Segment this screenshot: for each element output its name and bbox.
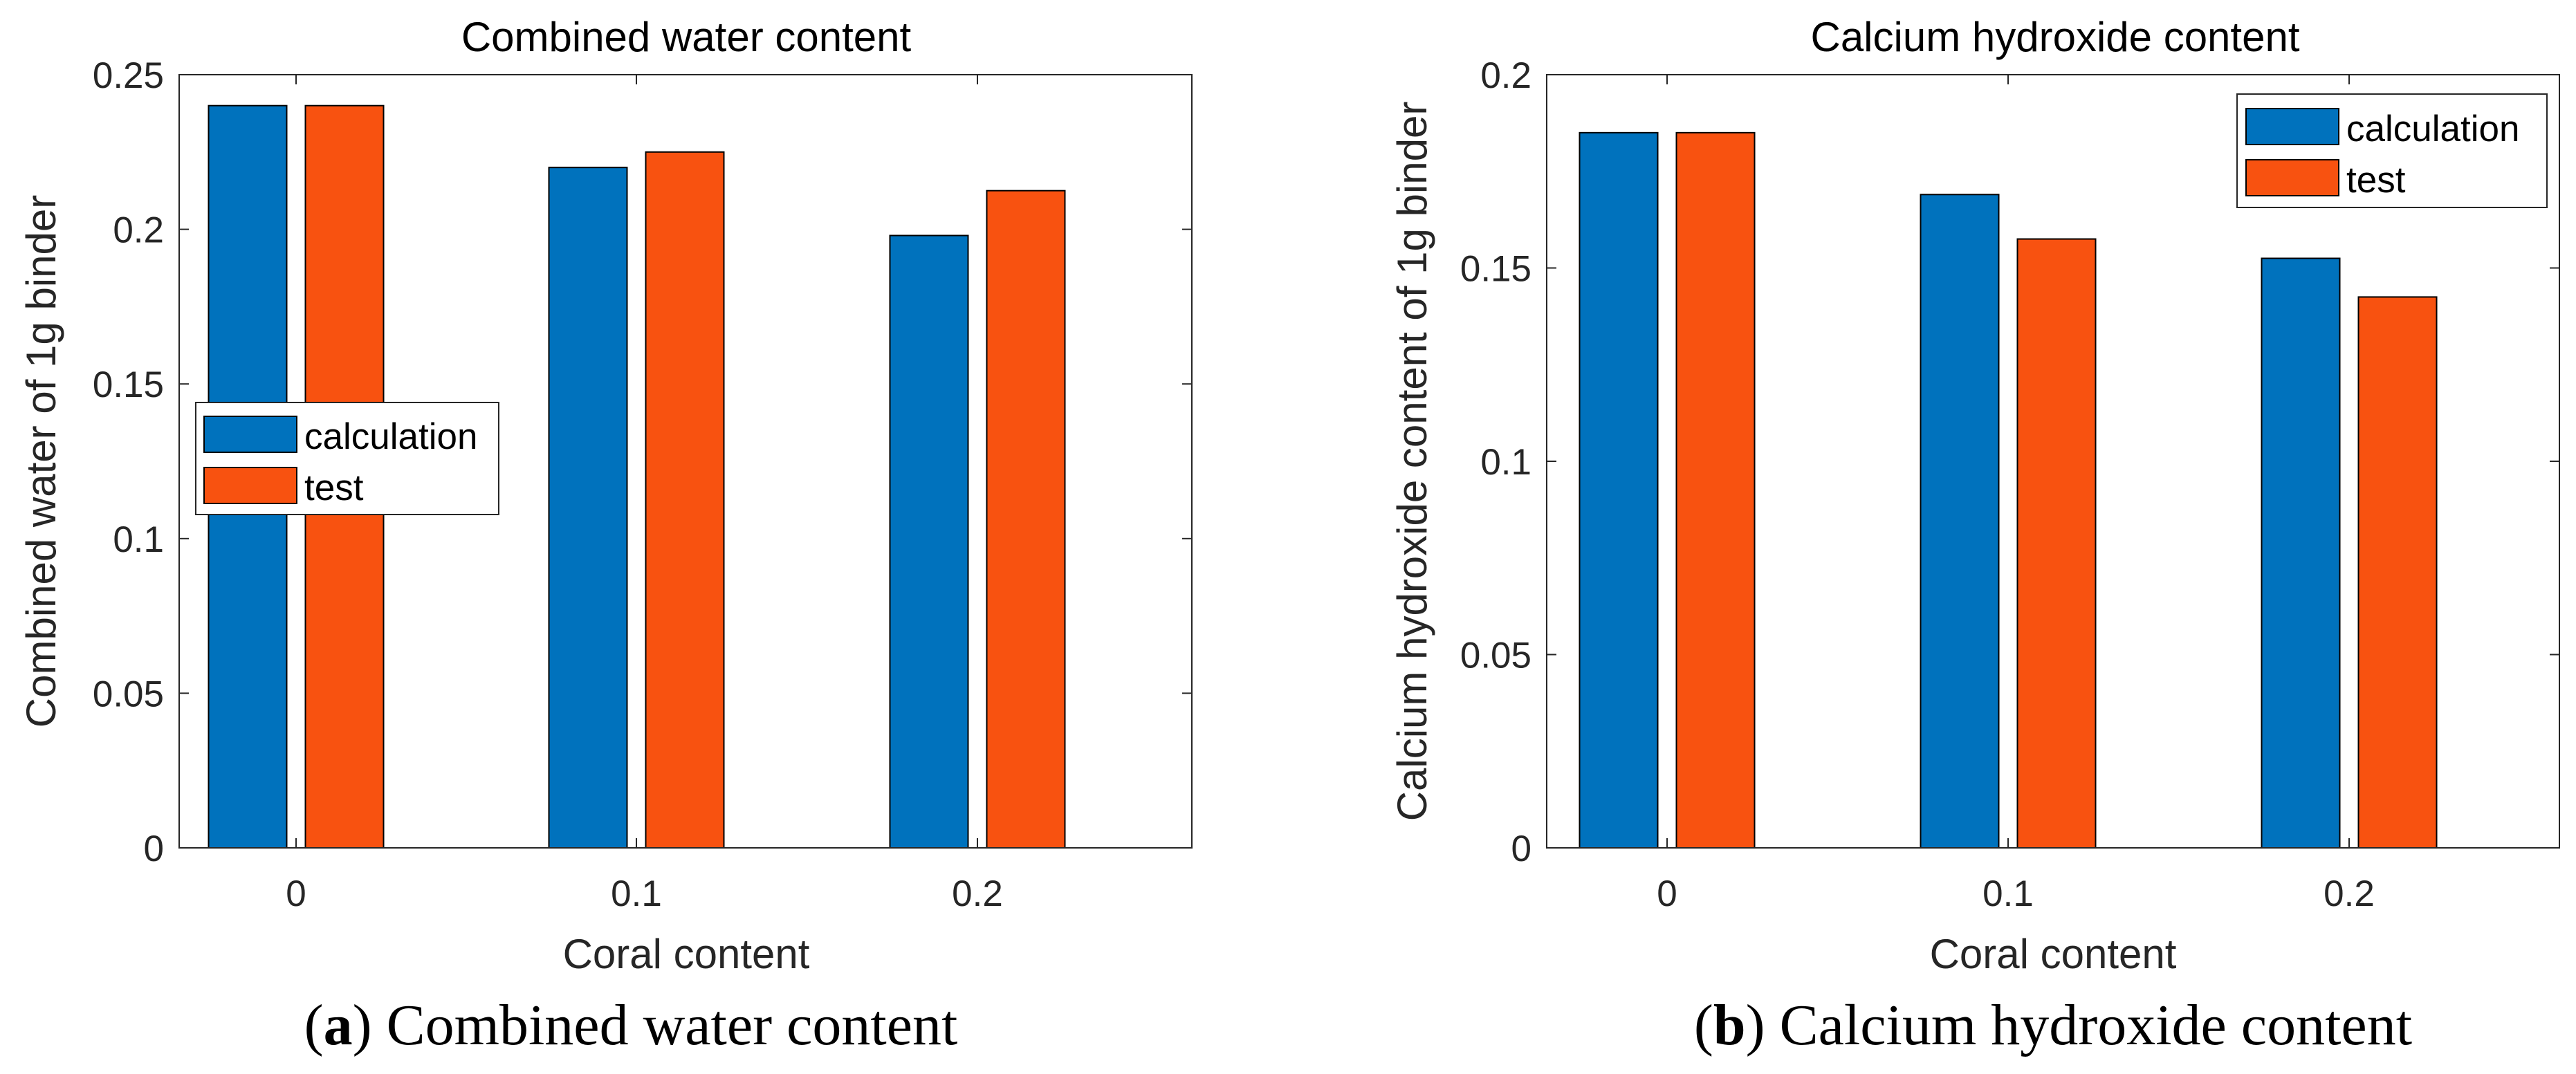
- y-tick-label: 0.1: [1480, 442, 1531, 483]
- x-tick-label: 0.1: [1982, 873, 2034, 914]
- legend-swatch-test: [2245, 159, 2339, 196]
- chart-a-legend: calculation test: [195, 402, 499, 515]
- bar-test-0.2: [2357, 296, 2438, 849]
- chart-a-ticks: 0 0.05 0.1 0.15 0.2 0.25 0 0.1 0.2: [93, 55, 1192, 914]
- chart-b-xlabel: Coral content: [1930, 931, 2177, 977]
- bar-test-0.1: [2016, 238, 2097, 849]
- y-tick-label: 0.15: [93, 364, 164, 405]
- chart-a-ylabel: Combined water of 1g binder: [18, 195, 64, 728]
- y-tick-label: 0.2: [1480, 55, 1531, 96]
- x-tick-label: 0.2: [2324, 873, 2375, 914]
- chart-b-ylabel: Calcium hydroxide content of 1g binder: [1389, 102, 1435, 822]
- bar-test-0.2: [986, 189, 1066, 849]
- chart-b-caption: (b) Calcium hydroxide content: [1694, 993, 2412, 1057]
- chart-b-bars: [1579, 131, 2438, 849]
- chart-b-ticks: 0 0.05 0.1 0.15 0.2 0 0.1 0.2: [1460, 55, 2559, 914]
- chart-b-legend: calculation test: [2236, 93, 2548, 208]
- x-tick-label: 0: [1657, 873, 1677, 914]
- legend-label-test: test: [304, 467, 364, 508]
- x-tick-label: 0.1: [611, 873, 662, 914]
- bar-calculation-0: [1579, 131, 1659, 849]
- bar-calculation-0.2: [2261, 257, 2341, 849]
- y-tick-label: 0.05: [1460, 636, 1531, 676]
- chart-a-title: Combined water content: [461, 14, 912, 60]
- chart-a-caption: (a) Combined water content: [304, 993, 958, 1057]
- x-tick-label: 0.2: [952, 873, 1003, 914]
- legend-label-calculation: calculation: [304, 416, 477, 457]
- bar-calculation-0.1: [548, 167, 628, 849]
- legend-swatch-calculation: [2245, 108, 2339, 145]
- x-tick-label: 0: [286, 873, 306, 914]
- y-tick-label: 0.25: [93, 55, 164, 96]
- legend-swatch-test: [203, 467, 297, 504]
- bar-calculation-0.1: [1920, 194, 2000, 849]
- y-tick-label: 0.05: [93, 674, 164, 714]
- chart-b-title: Calcium hydroxide content: [1810, 14, 2299, 60]
- y-tick-label: 0: [144, 828, 164, 869]
- chart-a-axes: [178, 74, 1193, 849]
- chart-a: Combined water content 0 0.05 0.1 0.15 0.2 0.…: [18, 14, 1193, 1057]
- y-tick-label: 0.2: [113, 210, 164, 251]
- legend-swatch-calculation: [203, 416, 297, 453]
- bar-test-0.1: [645, 151, 725, 849]
- y-tick-label: 0.15: [1460, 249, 1531, 290]
- legend-label-test: test: [2346, 160, 2406, 201]
- bar-calculation-0.2: [889, 234, 969, 849]
- y-tick-label: 0: [1511, 828, 1531, 869]
- legend-label-calculation: calculation: [2346, 109, 2519, 149]
- chart-b: Calcium hydroxide content 0 0.05 0.1 0.15 0.…: [1389, 14, 2560, 1057]
- y-tick-label: 0.1: [113, 519, 164, 560]
- chart-a-xlabel: Coral content: [563, 931, 810, 977]
- bar-test-0: [1675, 131, 1756, 849]
